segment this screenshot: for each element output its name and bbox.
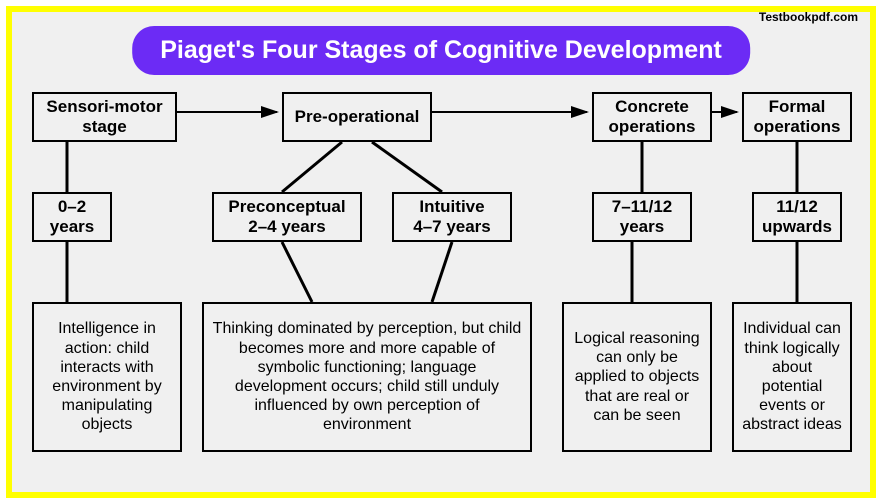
age-box-3: 7–11/12years (592, 192, 692, 242)
diagram-frame: Testbookpdf.com Piaget's Four Stages of … (6, 6, 876, 498)
diagram-title: Piaget's Four Stages of Cognitive Develo… (132, 26, 750, 75)
desc-box-4: Individual can think logically about pot… (732, 302, 852, 452)
age-box-1: 0–2years (32, 192, 112, 242)
watermark: Testbookpdf.com (759, 10, 858, 24)
desc-box-2: Thinking dominated by perception, but ch… (202, 302, 532, 452)
stage-box-3: Concreteoperations (592, 92, 712, 142)
stage-box-2: Pre-operational (282, 92, 432, 142)
stage-box-4: Formaloperations (742, 92, 852, 142)
age-box-2b: Intuitive4–7 years (392, 192, 512, 242)
age-box-2a: Preconceptual2–4 years (212, 192, 362, 242)
desc-box-1: Intelligence in action: child interacts … (32, 302, 182, 452)
desc-box-3: Logical reasoning can only be applied to… (562, 302, 712, 452)
stage-box-1: Sensori-motorstage (32, 92, 177, 142)
age-box-4: 11/12upwards (752, 192, 842, 242)
